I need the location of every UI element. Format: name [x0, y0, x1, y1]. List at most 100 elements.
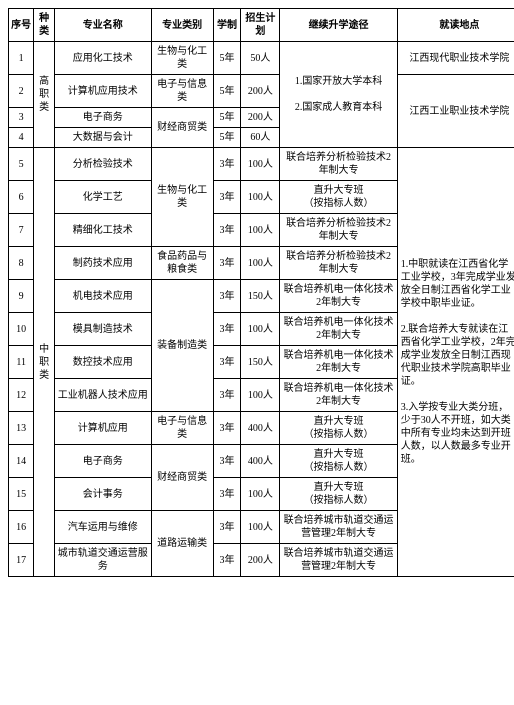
cell-tj: 联合培养城市轨道交通运营管理2年制大专: [280, 511, 397, 544]
table-row: 2 计算机应用技术 电子与信息类 5年 200人 江西工业职业技术学院: [9, 75, 514, 108]
cell-zylb: 生物与化工类: [151, 148, 213, 247]
cell-zylb: 装备制造类: [151, 280, 213, 412]
h-zl: 种类: [34, 9, 55, 42]
cell-zylb: 电子与信息类: [151, 75, 213, 108]
h-dd: 就读地点: [397, 9, 514, 42]
cell-js: 200人: [241, 544, 280, 577]
cell-xh: 14: [9, 445, 34, 478]
cell-xz: 3年: [213, 148, 241, 181]
cell-zymc: 机电技术应用: [55, 280, 152, 313]
cell-zymc: 精细化工技术: [55, 214, 152, 247]
cell-zymc: 大数据与会计: [55, 128, 152, 148]
cell-xh: 9: [9, 280, 34, 313]
cell-zymc: 工业机器人技术应用: [55, 379, 152, 412]
cell-js: 100人: [241, 478, 280, 511]
cell-js: 200人: [241, 108, 280, 128]
cell-tj: 联合培养机电一体化技术2年制大专: [280, 379, 397, 412]
cell-zylb: 财经商贸类: [151, 108, 213, 148]
cell-xz: 3年: [213, 346, 241, 379]
cell-tj: 联合培养机电一体化技术2年制大专: [280, 346, 397, 379]
cell-js: 150人: [241, 280, 280, 313]
cell-tj: 联合培养分析检验技术2年制大专: [280, 148, 397, 181]
cell-js: 100人: [241, 181, 280, 214]
cell-tj: 联合培养分析检验技术2年制大专: [280, 214, 397, 247]
header-row: 序号 种类 专业名称 专业类别 学制 招生计划 继续升学途径 就读地点: [9, 9, 514, 42]
cell-xh: 5: [9, 148, 34, 181]
cell-zymc: 制药技术应用: [55, 247, 152, 280]
cell-xz: 3年: [213, 511, 241, 544]
cell-js: 200人: [241, 75, 280, 108]
cell-zymc: 应用化工技术: [55, 42, 152, 75]
cell-tj: 联合培养机电一体化技术2年制大专: [280, 313, 397, 346]
cell-tj: 联合培养城市轨道交通运营管理2年制大专: [280, 544, 397, 577]
cell-xz: 3年: [213, 181, 241, 214]
cell-zymc: 电子商务: [55, 445, 152, 478]
cell-xh: 7: [9, 214, 34, 247]
cell-dd: 江西现代职业技术学院: [397, 42, 514, 75]
cell-js: 100人: [241, 511, 280, 544]
cell-zl-zz: 中职类: [34, 148, 55, 577]
cell-zymc: 化学工艺: [55, 181, 152, 214]
cell-xh: 11: [9, 346, 34, 379]
majors-table: 序号 种类 专业名称 专业类别 学制 招生计划 继续升学途径 就读地点 1 高职…: [8, 8, 514, 577]
cell-zymc: 计算机应用技术: [55, 75, 152, 108]
cell-zymc: 模具制造技术: [55, 313, 152, 346]
cell-xh: 2: [9, 75, 34, 108]
cell-js: 100人: [241, 379, 280, 412]
cell-xh: 1: [9, 42, 34, 75]
cell-zylb: 道路运输类: [151, 511, 213, 577]
cell-zymc: 会计事务: [55, 478, 152, 511]
cell-tj: 直升大专班（按指标人数）: [280, 181, 397, 214]
cell-zymc: 数控技术应用: [55, 346, 152, 379]
cell-js: 150人: [241, 346, 280, 379]
table-row: 5 中职类 分析检验技术 生物与化工类 3年 100人 联合培养分析检验技术2年…: [9, 148, 514, 181]
cell-js: 400人: [241, 412, 280, 445]
cell-xz: 3年: [213, 544, 241, 577]
cell-xh: 10: [9, 313, 34, 346]
cell-xh: 8: [9, 247, 34, 280]
cell-zymc: 分析检验技术: [55, 148, 152, 181]
cell-xh: 17: [9, 544, 34, 577]
cell-xz: 5年: [213, 128, 241, 148]
h-zylb: 专业类别: [151, 9, 213, 42]
cell-zymc: 计算机应用: [55, 412, 152, 445]
cell-js: 100人: [241, 148, 280, 181]
cell-js: 100人: [241, 313, 280, 346]
cell-xh: 12: [9, 379, 34, 412]
cell-js: 60人: [241, 128, 280, 148]
cell-xh: 16: [9, 511, 34, 544]
cell-xh: 3: [9, 108, 34, 128]
cell-xh: 6: [9, 181, 34, 214]
cell-zymc: 汽车运用与维修: [55, 511, 152, 544]
cell-js: 100人: [241, 247, 280, 280]
cell-xz: 3年: [213, 280, 241, 313]
cell-tj: 联合培养分析检验技术2年制大专: [280, 247, 397, 280]
h-xh: 序号: [9, 9, 34, 42]
cell-xz: 3年: [213, 247, 241, 280]
cell-tj-gz: 1.国家开放大学本科2.国家成人教育本科: [280, 42, 397, 148]
cell-xz: 3年: [213, 313, 241, 346]
cell-zymc: 电子商务: [55, 108, 152, 128]
h-xz: 学制: [213, 9, 241, 42]
cell-xz: 3年: [213, 478, 241, 511]
cell-js: 100人: [241, 214, 280, 247]
h-zymc: 专业名称: [55, 9, 152, 42]
cell-tj: 直升大专班（按指标人数）: [280, 412, 397, 445]
cell-js: 50人: [241, 42, 280, 75]
cell-xz: 3年: [213, 445, 241, 478]
cell-zylb: 财经商贸类: [151, 445, 213, 511]
cell-tj: 直升大专班（按指标人数）: [280, 445, 397, 478]
cell-zylb: 生物与化工类: [151, 42, 213, 75]
cell-tj: 联合培养机电一体化技术2年制大专: [280, 280, 397, 313]
h-tj: 继续升学途径: [280, 9, 397, 42]
cell-xh: 13: [9, 412, 34, 445]
cell-xz: 5年: [213, 75, 241, 108]
cell-zylb: 食品药品与粮食类: [151, 247, 213, 280]
cell-dd: 江西工业职业技术学院: [397, 75, 514, 148]
h-zsjh: 招生计划: [241, 9, 280, 42]
cell-zymc: 城市轨道交通运营服务: [55, 544, 152, 577]
cell-xz: 3年: [213, 379, 241, 412]
cell-xz: 3年: [213, 214, 241, 247]
cell-xh: 15: [9, 478, 34, 511]
cell-dd-zz: 1.中职就读在江西省化学工业学校，3年完成学业发放全日制江西省化学工业学校中职毕…: [397, 148, 514, 577]
